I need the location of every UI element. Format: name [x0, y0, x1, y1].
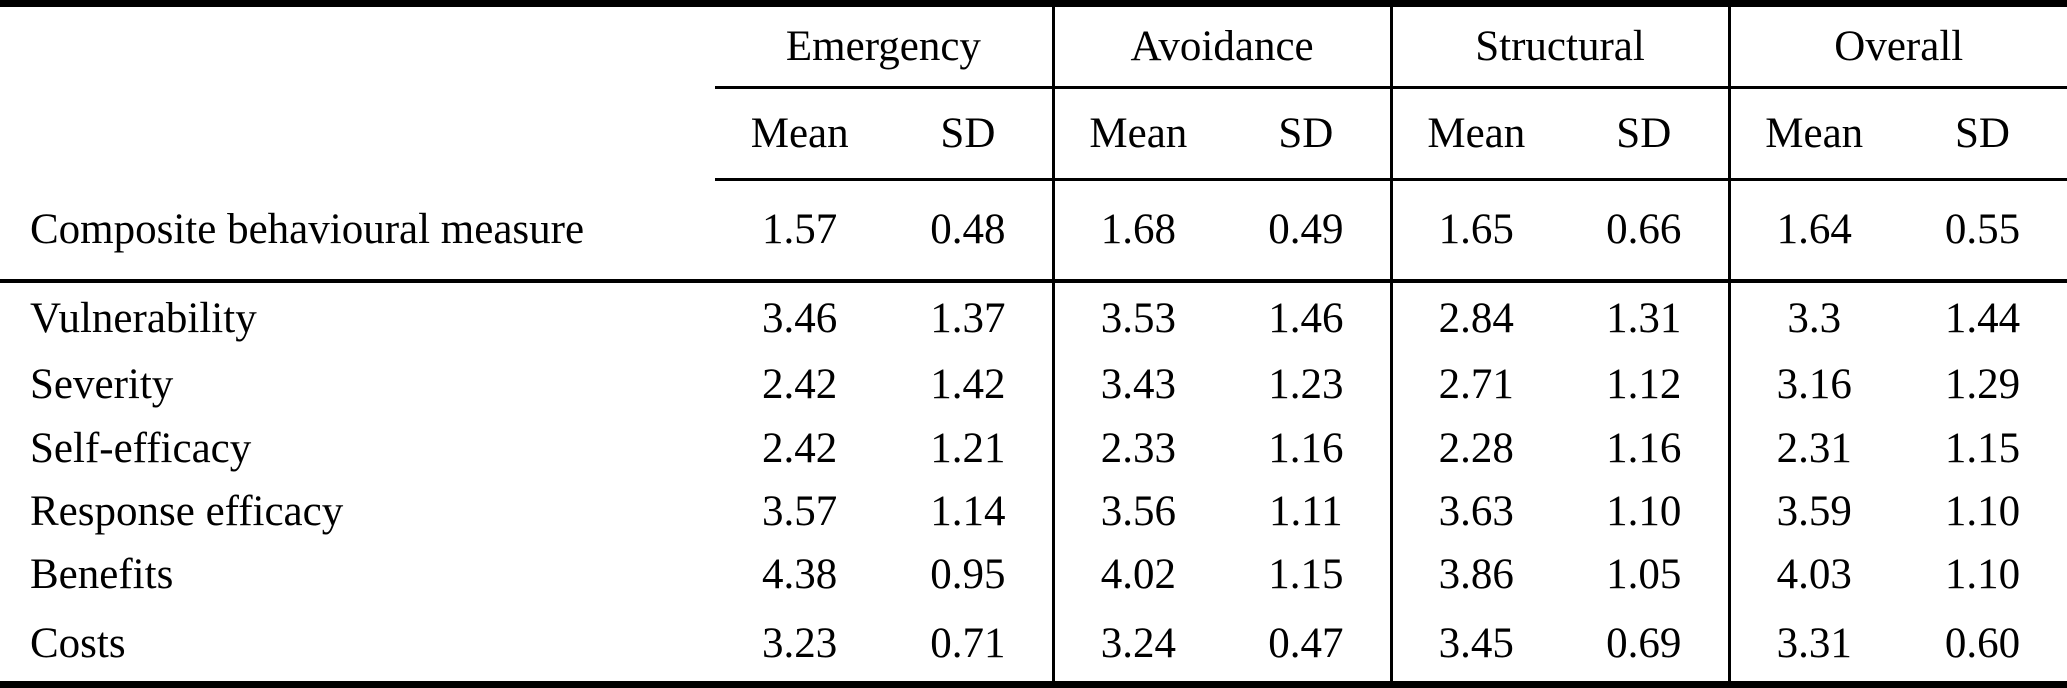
data-cell: 0.69 — [1606, 619, 1682, 667]
table-row-self-efficacy: Self-efficacy 2.42 1.21 2.33 1.16 2.28 1… — [0, 416, 2067, 480]
data-cell: 3.31 — [1727, 605, 1898, 685]
row-label: Response efficacy — [30, 487, 344, 535]
data-cell: 3.86 — [1389, 542, 1561, 606]
data-cell: 1.31 — [1606, 294, 1682, 342]
data-cell: 1.68 — [1051, 179, 1223, 283]
data-cell: 0.60 — [1944, 619, 2021, 667]
data-cell: 2.42 — [762, 361, 838, 409]
data-cell: 0.49 — [1222, 179, 1392, 283]
group-header-structural: Structural — [1389, 3, 1729, 89]
data-cell: 1.37 — [930, 294, 1006, 342]
data-cell: 3.56 — [1051, 479, 1223, 543]
group-header-overall: Overall — [1727, 3, 2067, 89]
data-cell: 3.3 — [1727, 280, 1898, 354]
data-cell: 1.15 — [1944, 424, 2021, 472]
table-row-response-efficacy: Response efficacy 3.57 1.14 3.56 1.11 3.… — [0, 479, 2067, 543]
row-label: Self-efficacy — [30, 424, 252, 472]
row-label: Costs — [30, 619, 126, 667]
subheader-row: Mean SD Mean SD Mean SD Mean SD — [0, 87, 2067, 181]
data-cell: 2.71 — [1389, 353, 1561, 417]
data-cell: 1.10 — [1944, 550, 2021, 598]
data-cell: 0.95 — [930, 550, 1006, 598]
data-cell: 1.21 — [930, 424, 1006, 472]
mean-header: Mean — [1389, 87, 1561, 181]
table-row-vulnerability: Vulnerability 3.46 1.37 3.53 1.46 2.84 1… — [0, 280, 2067, 354]
data-cell: 3.63 — [1389, 479, 1561, 543]
data-cell: 3.43 — [1051, 353, 1223, 417]
data-cell: 1.29 — [1944, 361, 2021, 409]
data-cell: 2.28 — [1389, 416, 1561, 480]
data-cell: 1.23 — [1268, 361, 1344, 409]
subheader-blank-cell — [0, 88, 715, 180]
table-row-costs: Costs 3.23 0.71 3.24 0.47 3.45 0.69 3.31… — [0, 605, 2067, 685]
mean-header: Mean — [1051, 87, 1223, 181]
data-cell: 1.64 — [1727, 179, 1898, 283]
row-label: Composite behavioural measure — [0, 179, 716, 283]
data-cell: 1.42 — [930, 361, 1006, 409]
data-cell: 3.57 — [762, 487, 838, 535]
data-cell: 1.46 — [1268, 294, 1344, 342]
group-header-row: Emergency Avoidance Structural Overall — [0, 3, 2067, 89]
sd-header: SD — [1560, 87, 1729, 181]
data-cell: 1.10 — [1944, 487, 2021, 535]
data-cell: 1.14 — [930, 487, 1006, 535]
sd-header: SD — [884, 87, 1054, 181]
data-cell: 1.16 — [1606, 424, 1682, 472]
data-cell: 0.47 — [1268, 619, 1344, 667]
data-cell: 0.55 — [1897, 179, 2067, 283]
data-cell: 3.24 — [1051, 605, 1223, 685]
data-cell: 1.11 — [1269, 487, 1343, 535]
table-row-composite: Composite behavioural measure 1.57 0.48 … — [0, 179, 2067, 283]
data-cell: 3.23 — [762, 619, 838, 667]
data-cell: 3.53 — [1051, 280, 1223, 354]
corner-blank-cell — [0, 4, 715, 88]
data-cell: 0.48 — [884, 179, 1054, 283]
data-cell: 1.05 — [1606, 550, 1682, 598]
data-cell: 2.31 — [1727, 416, 1898, 480]
sd-header: SD — [1222, 87, 1392, 181]
data-cell: 3.59 — [1727, 479, 1898, 543]
group-header-emergency: Emergency — [715, 3, 1054, 89]
data-cell: 1.15 — [1268, 550, 1344, 598]
data-cell: 4.02 — [1051, 542, 1223, 606]
data-cell: 2.33 — [1051, 416, 1223, 480]
data-cell: 2.42 — [762, 424, 838, 472]
data-cell: 1.10 — [1606, 487, 1682, 535]
mean-header: Mean — [1727, 87, 1898, 181]
data-cell: 1.65 — [1389, 179, 1561, 283]
row-label: Vulnerability — [30, 294, 257, 342]
data-cell: 2.84 — [1389, 280, 1561, 354]
sd-header: SD — [1897, 87, 2067, 181]
data-cell: 0.71 — [930, 619, 1006, 667]
data-cell: 1.16 — [1268, 424, 1344, 472]
data-cell: 3.16 — [1727, 353, 1898, 417]
table-row-benefits: Benefits 4.38 0.95 4.02 1.15 3.86 1.05 4… — [0, 542, 2067, 606]
table-row-severity: Severity 2.42 1.42 3.43 1.23 2.71 1.12 3… — [0, 353, 2067, 417]
data-cell: 4.38 — [762, 550, 838, 598]
data-cell: 1.57 — [715, 179, 885, 283]
data-cell: 0.66 — [1560, 179, 1729, 283]
data-cell: 1.12 — [1606, 361, 1682, 409]
group-header-avoidance: Avoidance — [1051, 3, 1392, 89]
data-cell: 3.46 — [762, 294, 838, 342]
data-cell: 4.03 — [1727, 542, 1898, 606]
row-label: Severity — [30, 361, 174, 409]
row-label: Benefits — [30, 550, 174, 598]
data-cell: 1.44 — [1944, 294, 2021, 342]
data-cell: 3.45 — [1389, 605, 1561, 685]
mean-header: Mean — [715, 87, 885, 181]
